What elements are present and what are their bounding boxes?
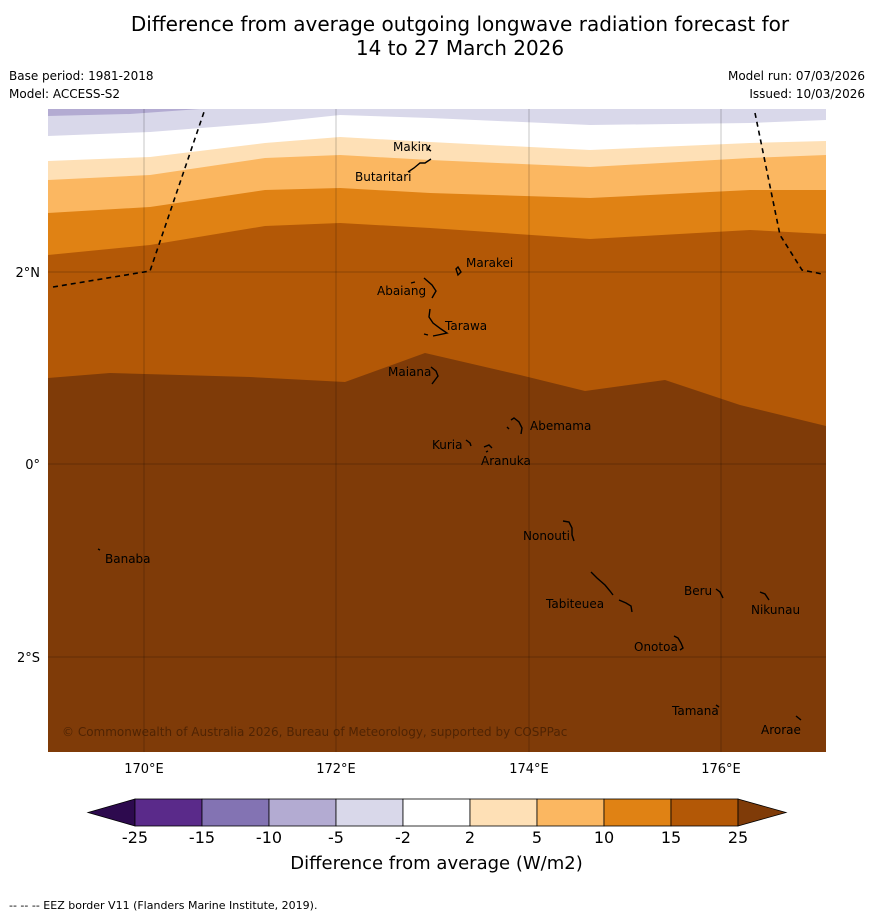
band-minus-2-5 [48, 109, 826, 136]
colorbar-swatch [670, 798, 739, 827]
title-line-2: 14 to 27 March 2026 [355, 36, 565, 60]
island-label: Nonouti [523, 529, 570, 543]
model-name: Model: ACCESS-S2 [9, 87, 121, 101]
base-period: Base period: 1981-2018 [9, 69, 154, 83]
anomaly-field [48, 109, 826, 752]
copyright-notice: © Commonwealth of Australia 2026, Bureau… [62, 725, 567, 739]
title-line-1: Difference from average outgoing longwav… [130, 12, 790, 36]
colorbar-tick-label: 25 [727, 828, 749, 847]
map-title: Difference from average outgoing longwav… [0, 12, 873, 60]
island-label: Tarawa [444, 319, 487, 333]
colorbar-tick-label: 2 [464, 828, 476, 847]
colorbar-tick-label: -15 [188, 828, 216, 847]
colorbar-tick-label: -2 [395, 828, 411, 847]
island-label: Beru [684, 584, 712, 598]
latitude-labels: 2°N 0° 2°S [16, 266, 41, 666]
band-minus-5-10 [48, 109, 200, 116]
colorbar-tick-label: 5 [531, 828, 543, 847]
colorbar-tick-label: -5 [328, 828, 344, 847]
lat-label: 2°S [17, 651, 40, 666]
model-run: Model run: 07/03/2026 [727, 69, 865, 83]
colorbar-tick-label: 10 [593, 828, 615, 847]
issued-date: Issued: 10/03/2026 [749, 87, 865, 101]
colorbar-swatch [201, 798, 270, 827]
eez-border [52, 108, 823, 288]
colorbar-tick-label: -10 [255, 828, 283, 847]
island-label: Tabiteuea [545, 597, 604, 611]
colorbar-swatch [469, 798, 538, 827]
island-label: Makin [393, 140, 429, 154]
colorbar-extend-low [86, 798, 136, 827]
island-labels: Makin Butaritari Marakei Abaiang Tarawa … [105, 140, 801, 737]
colorbar-swatch [536, 798, 605, 827]
colorbar-tick-label: 15 [660, 828, 682, 847]
lon-label: 170°E [124, 762, 164, 777]
island-label: Marakei [466, 256, 513, 270]
island-label: Maiana [388, 365, 431, 379]
colorbar [86, 798, 788, 827]
lat-label: 0° [25, 458, 40, 473]
colorbar-swatch [268, 798, 337, 827]
meta-right: Model run: 07/03/2026 Issued: 10/03/2026 [728, 67, 865, 103]
colorbar-swatch [134, 798, 203, 827]
lon-label: 172°E [316, 762, 356, 777]
lon-label: 174°E [509, 762, 549, 777]
graticule [48, 109, 826, 752]
island-coastlines [97, 144, 802, 721]
island-label: Banaba [105, 552, 151, 566]
meta-left: Base period: 1981-2018 Model: ACCESS-S2 [9, 67, 154, 103]
island-label: Butaritari [355, 170, 412, 184]
colorbar-swatch [603, 798, 672, 827]
longitude-labels: 170°E 172°E 174°E 176°E [124, 762, 741, 777]
colorbar-swatch [402, 798, 471, 827]
colorbar-extend-high [737, 798, 788, 827]
island-label: Aranuka [481, 454, 531, 468]
island-label: Nikunau [751, 603, 800, 617]
colorbar-label: Difference from average (W/m2) [290, 853, 583, 874]
island-label: Arorae [761, 723, 801, 737]
eez-legend-note: -- -- -- EEZ border V11 (Flanders Marine… [9, 899, 318, 912]
island-label: Tamana [671, 704, 719, 718]
island-label: Abemama [530, 419, 591, 433]
colorbar-swatch [335, 798, 404, 827]
lon-label: 176°E [701, 762, 741, 777]
island-label: Abaiang [377, 284, 426, 298]
lat-label: 2°N [16, 266, 41, 281]
island-label: Onotoa [634, 640, 678, 654]
colorbar-tick-label: -25 [121, 828, 149, 847]
island-label: Kuria [432, 438, 463, 452]
